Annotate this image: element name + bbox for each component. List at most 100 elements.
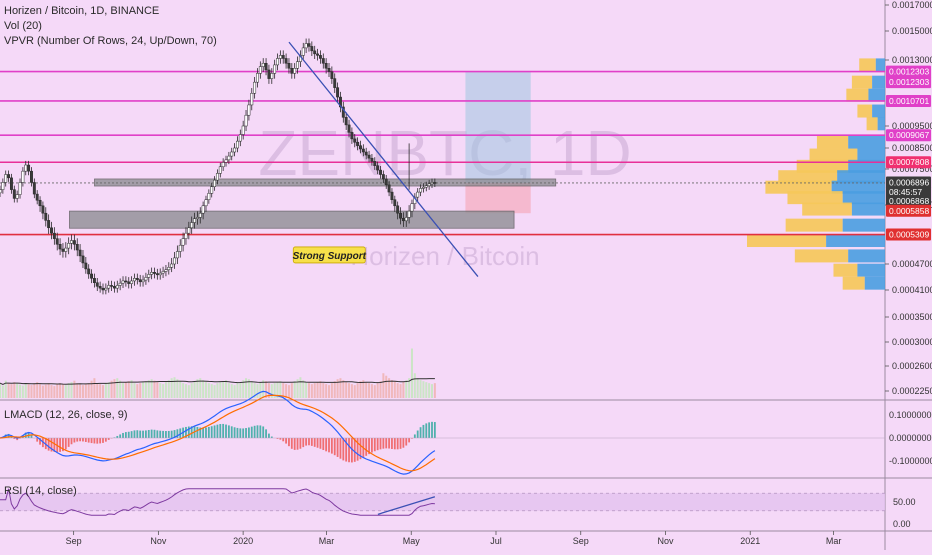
price-tick-label: 0.0002600 xyxy=(892,361,932,371)
volume-bar xyxy=(317,382,319,398)
volume-bar xyxy=(33,383,35,398)
vpvr-up-bar xyxy=(786,219,843,232)
volume-bar xyxy=(225,380,227,398)
vpvr-down-bar xyxy=(872,76,885,89)
lmacd-histogram-bar xyxy=(36,438,38,442)
volume-bar xyxy=(108,382,110,398)
candle-body xyxy=(159,273,161,275)
candle-body xyxy=(73,241,75,245)
vpvr-down-bar xyxy=(843,219,885,232)
lmacd-histogram-bar xyxy=(162,431,164,438)
candle-body xyxy=(196,217,198,218)
volume-bar xyxy=(79,384,81,398)
volume-bar xyxy=(182,383,184,398)
vpvr-legend[interactable]: VPVR (Number Of Rows, 24, Up/Down, 70) xyxy=(4,34,217,48)
rsi-label: RSI (14, close) xyxy=(4,485,77,497)
volume-bar xyxy=(385,376,387,398)
candle-body xyxy=(10,178,12,190)
volume-bar xyxy=(13,382,15,398)
candle-body xyxy=(30,171,32,182)
candle-body xyxy=(96,283,98,287)
candle-body xyxy=(185,233,187,238)
lmacd-histogram-bar xyxy=(254,426,256,438)
lmacd-histogram-bar xyxy=(377,438,379,450)
lmacd-histogram-bar xyxy=(314,438,316,447)
symbol-legend[interactable]: Horizen / Bitcoin, 1D, BINANCE xyxy=(4,4,159,18)
vpvr-down-bar xyxy=(872,105,885,118)
volume-bar xyxy=(191,383,193,398)
resistance-zone[interactable] xyxy=(94,179,555,186)
lmacd-legend[interactable]: LMACD (12, 26, close, 9) xyxy=(4,408,128,422)
candle-body xyxy=(139,280,141,282)
position-target-box[interactable] xyxy=(465,72,530,183)
price-tick-label: 0.0008500 xyxy=(892,143,932,153)
price-tick-label: 0.0017000 xyxy=(892,0,932,10)
candle-body xyxy=(76,244,78,250)
lmacd-histogram-bar xyxy=(168,431,170,438)
time-tick-label: Mar xyxy=(826,536,842,546)
volume-bar xyxy=(96,383,98,398)
lmacd-histogram-bar xyxy=(145,430,147,438)
lmacd-histogram-bar xyxy=(219,424,221,438)
volume-bar xyxy=(422,381,424,398)
candle-body xyxy=(25,165,27,171)
lmacd-histogram-bar xyxy=(68,438,70,447)
candle-body xyxy=(268,70,270,79)
candle-body xyxy=(368,155,370,158)
volume-bar xyxy=(374,385,376,398)
volume-bar xyxy=(36,382,38,398)
candle-body xyxy=(362,149,364,152)
price-tick-label: 0.0013000 xyxy=(892,55,932,65)
lmacd-histogram-bar xyxy=(262,426,264,438)
candle-body xyxy=(279,55,281,58)
candle-body xyxy=(336,88,338,97)
candle-body xyxy=(93,278,95,282)
volume-bar xyxy=(145,381,147,398)
volume-bar xyxy=(156,382,158,398)
volume-bar xyxy=(434,383,436,398)
candle-body xyxy=(145,277,147,280)
candle-body xyxy=(365,152,367,155)
lmacd-histogram-bar xyxy=(239,428,241,438)
volume-bar xyxy=(2,386,4,398)
volume-bar xyxy=(30,385,32,398)
candle-body xyxy=(216,173,218,180)
lmacd-histogram-bar xyxy=(154,430,156,438)
volume-bar xyxy=(174,377,176,398)
lmacd-histogram-bar xyxy=(171,431,173,438)
vol-legend[interactable]: Vol (20) xyxy=(4,19,42,33)
lmacd-histogram-bar xyxy=(268,434,270,438)
price-tick-label: 0.0015000 xyxy=(892,26,932,36)
volume-bar xyxy=(236,383,238,398)
lmacd-tick-label: 0.0000000 xyxy=(889,433,932,443)
candle-body xyxy=(150,272,152,274)
candle-body xyxy=(16,195,18,199)
lmacd-histogram-bar xyxy=(311,438,313,446)
time-tick-label: Sep xyxy=(573,536,589,546)
candle-body xyxy=(405,217,407,220)
volume-bar xyxy=(208,383,210,398)
lmacd-histogram-bar xyxy=(414,434,416,438)
rsi-legend[interactable]: RSI (14, close) xyxy=(4,484,77,498)
candle-body xyxy=(90,274,92,278)
time-tick-label: Jul xyxy=(490,536,502,546)
rsi-tick-label: 50.00 xyxy=(893,497,916,507)
position-stop-box[interactable] xyxy=(465,183,530,213)
volume-bar xyxy=(308,383,310,398)
volume-bar xyxy=(428,383,430,398)
volume-bar xyxy=(56,384,58,398)
volume-bar xyxy=(188,385,190,398)
lmacd-histogram-bar xyxy=(428,422,430,438)
volume-bar xyxy=(136,384,138,398)
candle-body xyxy=(176,251,178,257)
candle-body xyxy=(222,162,224,166)
lmacd-histogram-bar xyxy=(431,422,433,438)
candle-body xyxy=(325,63,327,68)
support-zone[interactable] xyxy=(69,211,514,228)
vpvr-down-bar xyxy=(876,58,885,71)
lmacd-histogram-bar xyxy=(208,427,210,438)
volume-bar xyxy=(22,386,24,398)
volume-bar xyxy=(339,378,341,398)
candle-body xyxy=(354,139,356,142)
